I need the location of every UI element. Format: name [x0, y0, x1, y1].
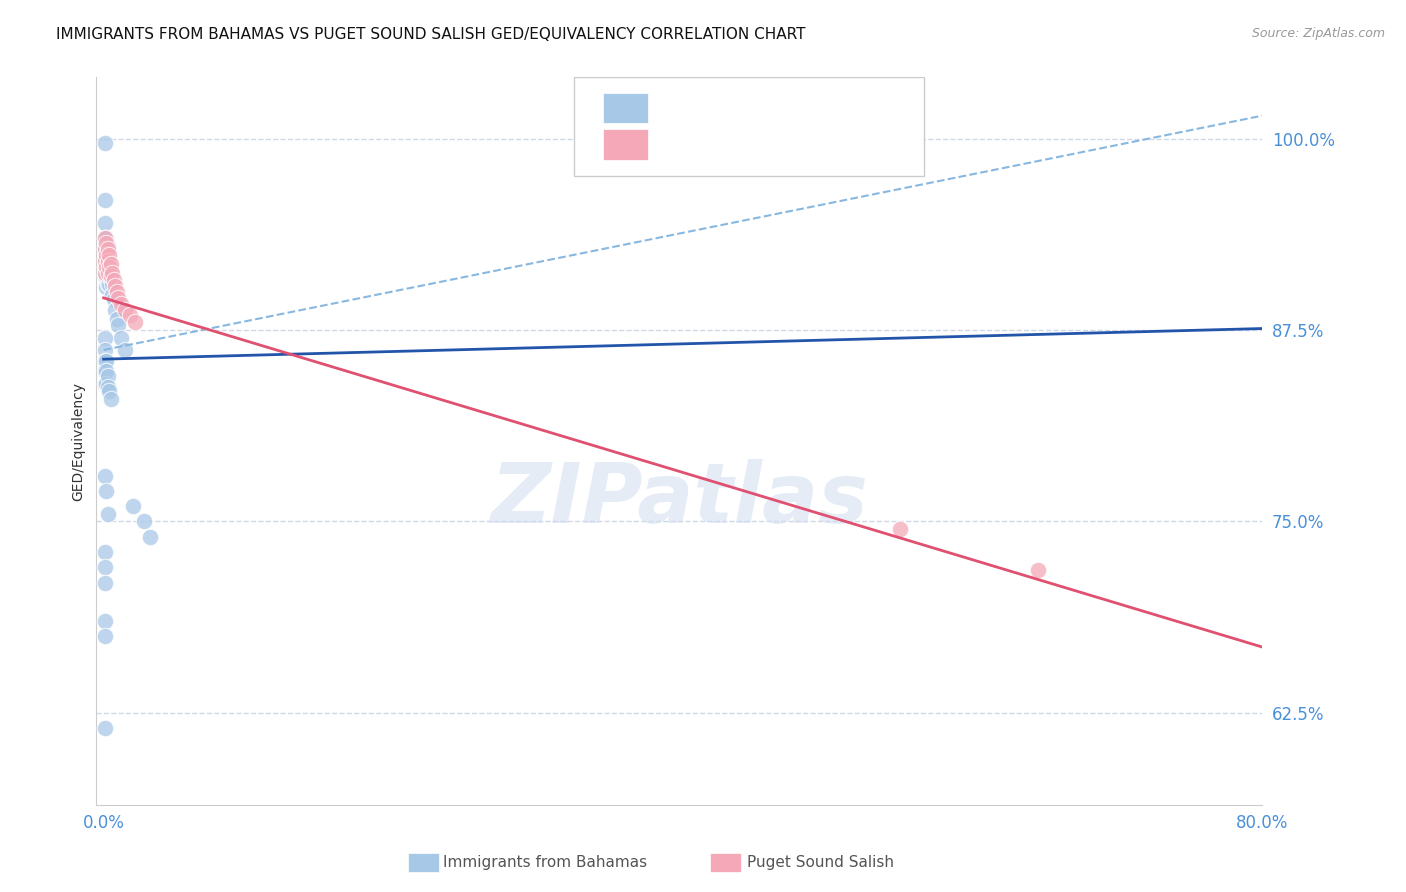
- Point: [96, 269, 118, 284]
- Point: [118, 308, 141, 322]
- Point: [94, 254, 117, 268]
- Bar: [603, 129, 648, 160]
- Point: [114, 343, 136, 357]
- Point: [105, 312, 128, 326]
- Point: [96, 248, 118, 262]
- Point: [97, 251, 120, 265]
- Point: [98, 248, 121, 262]
- Point: [94, 231, 117, 245]
- Text: 54: 54: [848, 99, 873, 117]
- Point: [96, 257, 118, 271]
- Point: [94, 575, 117, 590]
- Point: [105, 285, 128, 299]
- Text: Puget Sound Salish: Puget Sound Salish: [747, 855, 894, 870]
- Point: [100, 269, 122, 284]
- Point: [100, 261, 122, 276]
- Point: [94, 353, 117, 368]
- Text: Immigrants from Bahamas: Immigrants from Bahamas: [443, 855, 647, 870]
- Point: [96, 483, 118, 498]
- Point: [107, 318, 129, 333]
- Point: [96, 353, 118, 368]
- Point: [96, 364, 118, 378]
- Point: [97, 239, 120, 253]
- Point: [97, 254, 120, 268]
- Point: [96, 231, 118, 245]
- Point: [94, 545, 117, 559]
- Point: [96, 246, 118, 260]
- Point: [98, 260, 121, 275]
- Point: [98, 254, 121, 268]
- Point: [94, 242, 117, 256]
- Point: [100, 392, 122, 406]
- Point: [97, 267, 120, 281]
- Text: IMMIGRANTS FROM BAHAMAS VS PUGET SOUND SALISH GED/EQUIVALENCY CORRELATION CHART: IMMIGRANTS FROM BAHAMAS VS PUGET SOUND S…: [56, 27, 806, 42]
- Point: [94, 231, 117, 245]
- Point: [100, 272, 122, 286]
- Text: N =: N =: [790, 99, 824, 117]
- Point: [94, 629, 117, 643]
- Point: [94, 260, 117, 275]
- Text: R =: R =: [662, 136, 695, 153]
- Point: [139, 530, 162, 544]
- Point: [94, 136, 117, 151]
- Text: 25: 25: [848, 136, 873, 153]
- Point: [1026, 563, 1049, 577]
- Point: [97, 242, 120, 256]
- Point: [94, 560, 117, 574]
- Point: [101, 277, 124, 292]
- Point: [94, 468, 117, 483]
- Point: [100, 257, 122, 271]
- Point: [94, 376, 117, 391]
- Text: R =: R =: [662, 99, 695, 117]
- Point: [94, 721, 117, 735]
- Point: [97, 369, 120, 384]
- Point: [114, 303, 136, 318]
- Point: [101, 288, 124, 302]
- Text: -0.746: -0.746: [720, 136, 785, 153]
- Point: [96, 376, 118, 391]
- Point: [97, 267, 120, 281]
- Point: [110, 331, 132, 345]
- Point: [94, 364, 117, 378]
- Point: [104, 278, 127, 293]
- Point: [103, 272, 125, 286]
- Point: [94, 216, 117, 230]
- Point: [107, 291, 129, 305]
- Point: [94, 242, 117, 256]
- Point: [94, 331, 117, 345]
- Point: [98, 384, 121, 399]
- Point: [96, 280, 118, 294]
- Bar: [603, 93, 648, 123]
- Point: [103, 293, 125, 307]
- Point: [97, 380, 120, 394]
- Point: [97, 277, 120, 292]
- Point: [124, 315, 146, 329]
- Point: [110, 297, 132, 311]
- Point: [96, 235, 118, 250]
- Point: [96, 260, 118, 275]
- Text: ZIPatlas: ZIPatlas: [491, 458, 868, 540]
- Point: [889, 522, 911, 536]
- Point: [101, 267, 124, 281]
- Point: [134, 515, 156, 529]
- Point: [94, 269, 117, 284]
- Point: [97, 507, 120, 521]
- Point: [121, 499, 143, 513]
- Y-axis label: GED/Equivalency: GED/Equivalency: [72, 382, 86, 500]
- Point: [94, 614, 117, 628]
- Point: [94, 343, 117, 357]
- Point: [104, 303, 127, 318]
- Point: [94, 193, 117, 207]
- Point: [98, 267, 121, 281]
- Point: [94, 251, 117, 265]
- Point: [98, 277, 121, 292]
- FancyBboxPatch shape: [574, 78, 924, 176]
- Point: [94, 267, 117, 281]
- Text: 0.086: 0.086: [720, 99, 778, 117]
- Text: Source: ZipAtlas.com: Source: ZipAtlas.com: [1251, 27, 1385, 40]
- Text: N =: N =: [790, 136, 824, 153]
